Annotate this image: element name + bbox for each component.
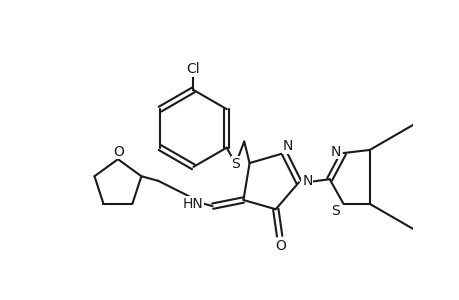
Text: O: O	[113, 145, 124, 158]
Text: N: N	[302, 174, 312, 188]
Text: O: O	[275, 239, 286, 253]
Text: N: N	[330, 145, 340, 158]
Text: N: N	[282, 139, 293, 153]
Text: S: S	[231, 157, 240, 171]
Text: S: S	[331, 204, 340, 218]
Text: HN: HN	[183, 197, 203, 211]
Text: Cl: Cl	[186, 62, 200, 76]
